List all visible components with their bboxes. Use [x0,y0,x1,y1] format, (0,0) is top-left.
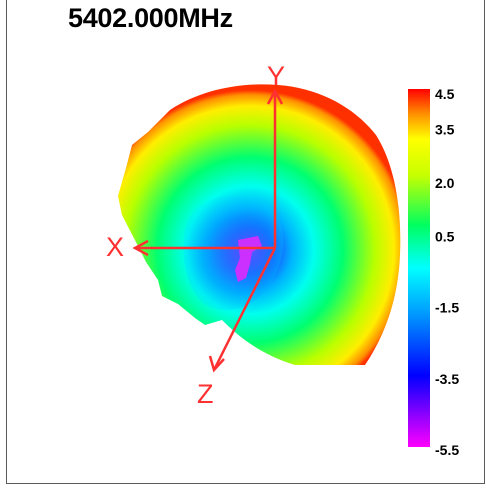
x-axis-label: X [106,232,124,262]
colorbar-tick-label: 4.5 [435,86,455,102]
y-axis-arrowhead [266,88,284,105]
coordinate-axes [132,88,284,373]
colorbar-tick-label: 3.5 [435,122,455,138]
x-axis-arrowhead [132,239,149,257]
z-axis-line [212,247,277,371]
colorbar-ticks: 4.5 3.5 2.0 0.5 -1.5 -3.5 -5.5 [435,86,459,458]
y-axis-label: Y [267,61,285,91]
z-axis-arrowhead [208,355,225,373]
frame-border-left [6,0,7,484]
colorbar [408,89,430,447]
colorbar-tick-label: -5.5 [435,442,459,458]
colorbar-tick-label: -1.5 [435,300,459,316]
colorbar-tick-label: -3.5 [435,371,459,387]
chart-title: 5402.000MHz [68,3,233,33]
frame-border-right [484,0,485,484]
colorbar-tick-label: 2.0 [435,175,455,191]
z-axis-label: Z [197,379,214,409]
frame-border-bottom [6,483,485,484]
colorbar-tick-label: 0.5 [435,228,455,244]
